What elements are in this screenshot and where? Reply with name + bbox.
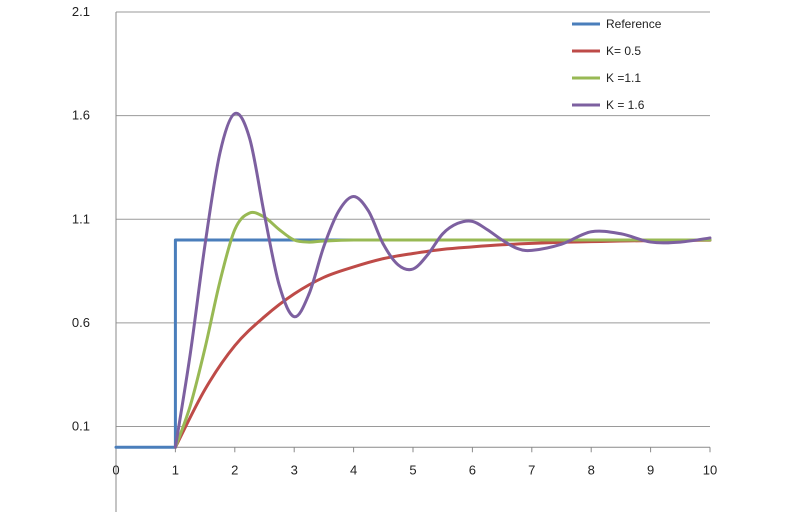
- x-tick-label: 5: [409, 462, 416, 477]
- grid-lines: [116, 11, 710, 428]
- y-tick-label: 2.1: [72, 4, 90, 19]
- x-tick-label: 2: [231, 462, 238, 477]
- x-tick-label: 8: [588, 462, 595, 477]
- tick-labels: 0.1 0.6 1.1 1.6 2.1 0 1 2 3 4 5 6 7 8 9 10: [72, 4, 717, 477]
- legend-label: Reference: [606, 17, 662, 31]
- x-tick-label: 0: [112, 462, 119, 477]
- axes: [115, 12, 711, 512]
- y-tick-label: 0.6: [72, 315, 90, 330]
- y-tick-label: 1.1: [72, 211, 90, 226]
- x-tick-label: 3: [291, 462, 298, 477]
- x-tick-label: 10: [703, 462, 717, 477]
- x-tick-label: 7: [528, 462, 535, 477]
- x-tick-label: 4: [350, 462, 357, 477]
- series-line-2: [173, 238, 712, 449]
- series-lines: [114, 111, 712, 449]
- legend-label: K =1.1: [606, 71, 641, 85]
- series-line-3: [173, 210, 712, 449]
- legend: Reference K= 0.5 K =1.1 K = 1.6: [572, 17, 662, 112]
- y-tick-label: 1.6: [72, 108, 90, 123]
- legend-label: K= 0.5: [606, 44, 641, 58]
- x-tick-label: 1: [172, 462, 179, 477]
- legend-label: K = 1.6: [606, 98, 645, 112]
- x-tick-label: 9: [647, 462, 654, 477]
- series-line-4: [173, 111, 712, 449]
- y-tick-label: 0.1: [72, 419, 90, 434]
- x-tick-label: 6: [469, 462, 476, 477]
